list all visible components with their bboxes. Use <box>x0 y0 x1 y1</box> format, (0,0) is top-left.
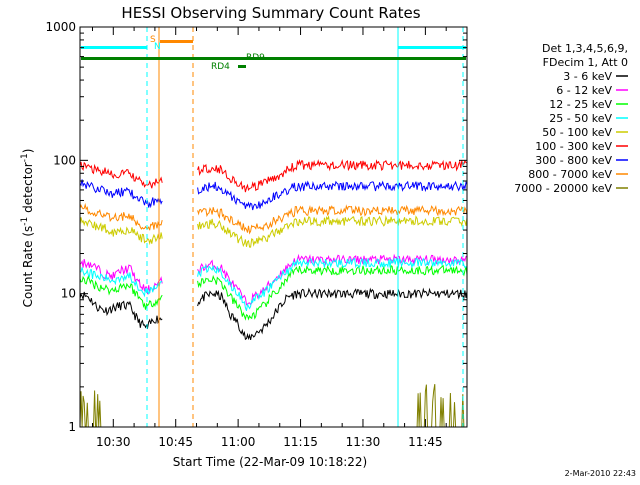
series-line <box>79 267 163 298</box>
data-layer <box>79 159 468 428</box>
series-line <box>197 180 468 211</box>
timestamp: 2-Mar-2010 22:43 <box>565 469 636 478</box>
x-tick-label: 11:45 <box>408 435 443 449</box>
x-axis-label: Start Time (22-Mar-09 10:18:22) <box>173 455 367 469</box>
legend-entry-label: 300 - 800 keV <box>535 154 612 167</box>
series-line <box>79 291 163 330</box>
x-tick-label: 10:30 <box>96 435 131 449</box>
overlay-layer: SN RD9 RD4 <box>81 27 466 427</box>
series-line <box>197 215 468 248</box>
plot-frame <box>79 26 468 428</box>
x-tick-label: 10:45 <box>158 435 193 449</box>
series-line <box>79 179 163 209</box>
y-tick-label: 1 <box>68 420 76 434</box>
chart-title: HESSI Observing Summary Count Rates <box>121 4 420 22</box>
y-axis-label-part: -1 <box>20 153 30 162</box>
series-line <box>79 390 163 428</box>
legend-header: FDecim 1, Att 0 <box>543 56 628 69</box>
series-line <box>197 204 468 235</box>
y-tick-label: 100 <box>53 153 76 167</box>
y-axis-label-part: -1 <box>20 217 30 226</box>
legend-entry-label: 100 - 300 keV <box>535 140 612 153</box>
y-axis-label: Count Rate (s-1 detector-1) <box>20 149 35 308</box>
series-line <box>79 258 163 295</box>
legend: Det 1,3,4,5,6,9,FDecim 1, Att 03 - 6 keV… <box>514 42 628 195</box>
axes-layer: 1 10 100 1000 10:30 10:45 11:00 11:15 11:30 11:45 <box>45 20 468 449</box>
legend-entry-label: 3 - 6 keV <box>563 70 612 83</box>
legend-entry-label: 7000 - 20000 keV <box>514 182 612 195</box>
series-line <box>79 202 163 231</box>
saa-bar <box>160 40 193 43</box>
night-bar <box>398 46 466 49</box>
decimation-bar <box>81 57 466 60</box>
flag-label: RD9 <box>246 53 265 63</box>
series-line <box>79 275 163 310</box>
series-line <box>197 159 468 193</box>
x-tick-label: 11:00 <box>221 435 256 449</box>
legend-entry-label: 6 - 12 keV <box>556 84 612 97</box>
legend-entry-label: 25 - 50 keV <box>549 112 612 125</box>
legend-entry-label: 12 - 25 keV <box>549 98 612 111</box>
series-line <box>197 287 468 341</box>
y-tick-label: 10 <box>61 287 76 301</box>
x-tick-label: 11:30 <box>346 435 381 449</box>
series-line <box>79 161 163 189</box>
series-line <box>79 217 163 246</box>
rd4-bar <box>238 65 246 68</box>
flag-label: N <box>154 42 161 52</box>
x-tick-label: 11:15 <box>283 435 318 449</box>
y-axis-label-part: detector <box>21 162 35 217</box>
y-tick-label: 1000 <box>45 20 76 34</box>
y-axis-label-part: Count Rate (s <box>21 226 35 308</box>
y-axis-label-part: ) <box>21 149 35 154</box>
series-line <box>197 264 468 321</box>
flag-label: S <box>150 35 156 45</box>
series-line <box>197 257 468 311</box>
legend-entry-label: 800 - 7000 keV <box>528 168 612 181</box>
legend-header: Det 1,3,4,5,6,9, <box>542 42 628 55</box>
flag-label: RD4 <box>211 62 230 72</box>
night-bar <box>81 46 147 49</box>
legend-entry-label: 50 - 100 keV <box>542 126 612 139</box>
